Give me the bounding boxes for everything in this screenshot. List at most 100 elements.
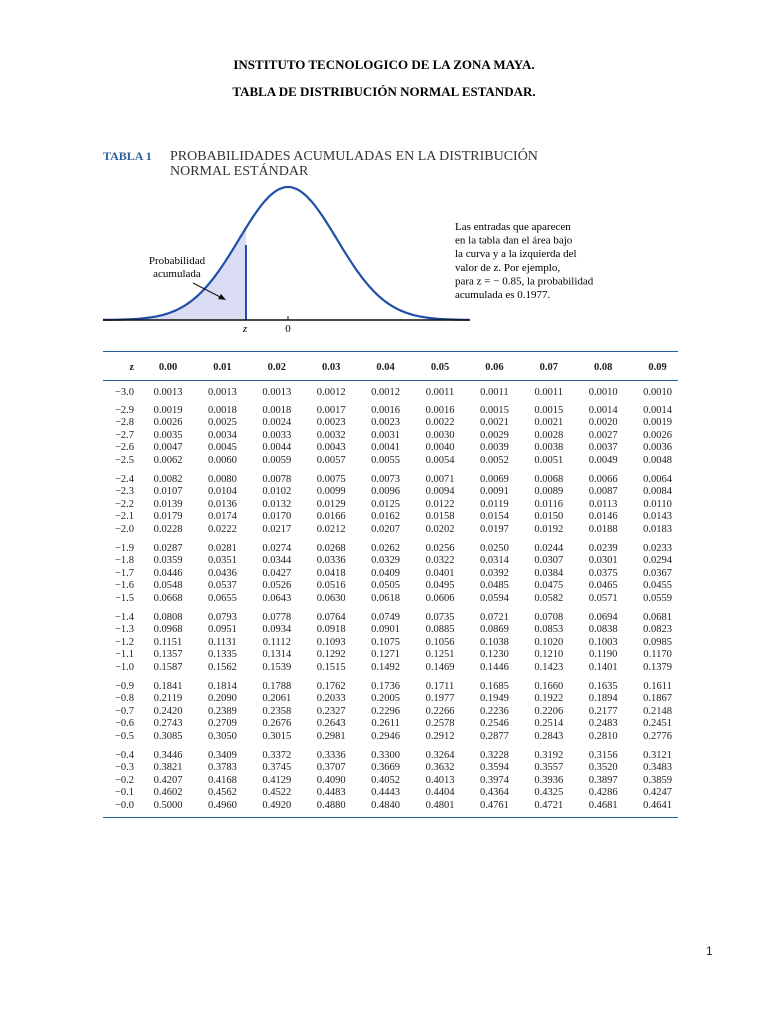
value-cell: 0.1587	[153, 661, 183, 673]
value-cell: 0.0495	[425, 580, 455, 591]
value-cell: 0.4090	[316, 774, 346, 786]
value-cell: 0.0068	[534, 473, 564, 485]
value-cell: 0.0869	[479, 624, 509, 635]
value-cell: 0.1056	[425, 636, 455, 648]
value-cell: 0.1112	[262, 636, 291, 648]
value-cell: 0.2776	[643, 730, 673, 742]
value-cell: 0.1539	[262, 661, 292, 673]
value-cell: 0.0020	[588, 417, 618, 428]
arrow	[192, 282, 225, 300]
value-cell: 0.0197	[479, 523, 509, 535]
value-cell: 0.0154	[479, 511, 509, 522]
value-cell: 0.0505	[371, 580, 401, 591]
value-cell: 0.4286	[588, 787, 618, 798]
z-cell: −3.0	[114, 387, 134, 398]
value-cell: 0.0228	[153, 523, 183, 535]
value-cell: 0.3156	[588, 749, 618, 761]
z-cell: −0.4	[114, 749, 134, 761]
value-cell: 0.2514	[534, 718, 564, 729]
value-cell: 0.2177	[588, 705, 618, 717]
value-cell: 0.0594	[479, 592, 509, 604]
zero-label: 0	[285, 323, 291, 335]
value-cell: 0.0217	[262, 523, 292, 535]
description-line: valor de z. Por ejemplo,	[455, 262, 560, 274]
value-cell: 0.2206	[534, 705, 564, 717]
value-cell: 0.0012	[316, 387, 346, 398]
z-cell: −1.4	[114, 611, 134, 623]
value-cell: 0.2061	[262, 693, 292, 704]
value-cell: 0.0233	[643, 542, 673, 554]
value-cell: 0.0901	[371, 624, 401, 635]
value-cell: 0.1660	[534, 680, 564, 692]
value-cell: 0.3557	[534, 762, 564, 773]
value-cell: 0.0951	[207, 624, 237, 635]
value-cell: 0.0015	[479, 404, 509, 416]
value-cell: 0.0681	[643, 611, 673, 623]
value-cell: 0.1075	[371, 636, 401, 648]
value-cell: 0.1379	[643, 661, 673, 673]
value-cell: 0.0055	[371, 454, 401, 466]
value-cell: 0.0838	[588, 624, 618, 635]
value-cell: 0.0014	[588, 404, 618, 416]
value-cell: 0.0094	[425, 486, 455, 497]
value-cell: 0.0010	[643, 387, 673, 398]
value-cell: 0.2236	[479, 705, 509, 717]
value-cell: 0.0080	[207, 473, 237, 485]
value-cell: 0.0455	[643, 580, 673, 591]
value-cell: 0.0571	[588, 592, 618, 604]
value-cell: 0.0084	[643, 486, 673, 497]
value-cell: 0.3300	[371, 749, 401, 761]
value-cell: 0.2877	[479, 730, 509, 742]
value-cell: 0.0918	[316, 624, 346, 635]
value-cell: 0.0057	[316, 454, 346, 466]
value-cell: 0.0043	[316, 442, 346, 453]
z-cell: −2.2	[114, 498, 134, 510]
value-cell: 0.0136	[207, 498, 237, 510]
value-cell: 0.0294	[643, 555, 673, 566]
value-cell: 0.0314	[479, 555, 509, 566]
z-cell: −1.3	[114, 624, 134, 635]
value-cell: 0.1814	[207, 680, 237, 692]
value-cell: 0.1635	[588, 680, 618, 692]
value-cell: 0.0212	[316, 523, 346, 535]
value-cell: 0.0409	[371, 567, 401, 579]
value-cell: 0.0146	[588, 511, 618, 522]
value-cell: 0.0029	[479, 429, 509, 441]
value-cell: 0.4801	[425, 799, 455, 811]
value-cell: 0.0049	[588, 454, 618, 466]
figure-title: NORMAL ESTÁNDAR	[170, 162, 309, 179]
value-cell: 0.3446	[153, 749, 183, 761]
value-cell: 0.3085	[153, 730, 183, 742]
value-cell: 0.0021	[479, 417, 509, 428]
value-cell: 0.2643	[316, 718, 346, 729]
value-cell: 0.0359	[153, 555, 183, 566]
value-cell: 0.4602	[153, 787, 183, 798]
value-cell: 0.0013	[153, 387, 183, 398]
value-cell: 0.1210	[534, 649, 564, 660]
value-cell: 0.1469	[425, 661, 455, 673]
value-cell: 0.2676	[262, 718, 292, 729]
figure-label: TABLA 1	[103, 149, 152, 163]
value-cell: 0.1515	[316, 661, 346, 673]
value-cell: 0.0446	[153, 567, 183, 579]
figure: TABLA 1 PROBABILIDADES ACUMULADAS EN LA …	[103, 147, 594, 335]
value-cell: 0.3859	[643, 774, 673, 786]
value-cell: 0.0075	[316, 473, 346, 485]
area-label: acumulada	[153, 268, 201, 280]
value-cell: 0.4052	[371, 774, 401, 786]
value-cell: 0.0139	[153, 498, 183, 510]
value-cell: 0.0262	[371, 542, 401, 554]
value-cell: 0.0034	[207, 429, 237, 441]
value-cell: 0.0170	[262, 511, 292, 522]
value-cell: 0.0104	[207, 486, 237, 497]
value-cell: 0.0427	[262, 567, 292, 579]
value-cell: 0.0735	[425, 611, 455, 623]
value-cell: 0.0044	[262, 442, 292, 453]
value-cell: 0.0039	[479, 442, 509, 453]
value-cell: 0.1230	[479, 649, 509, 660]
value-cell: 0.1492	[371, 661, 401, 673]
value-cell: 0.3121	[643, 749, 673, 761]
value-cell: 0.2420	[153, 705, 183, 717]
value-cell: 0.0116	[534, 498, 564, 510]
description-line: acumulada es 0.1977.	[455, 289, 551, 301]
